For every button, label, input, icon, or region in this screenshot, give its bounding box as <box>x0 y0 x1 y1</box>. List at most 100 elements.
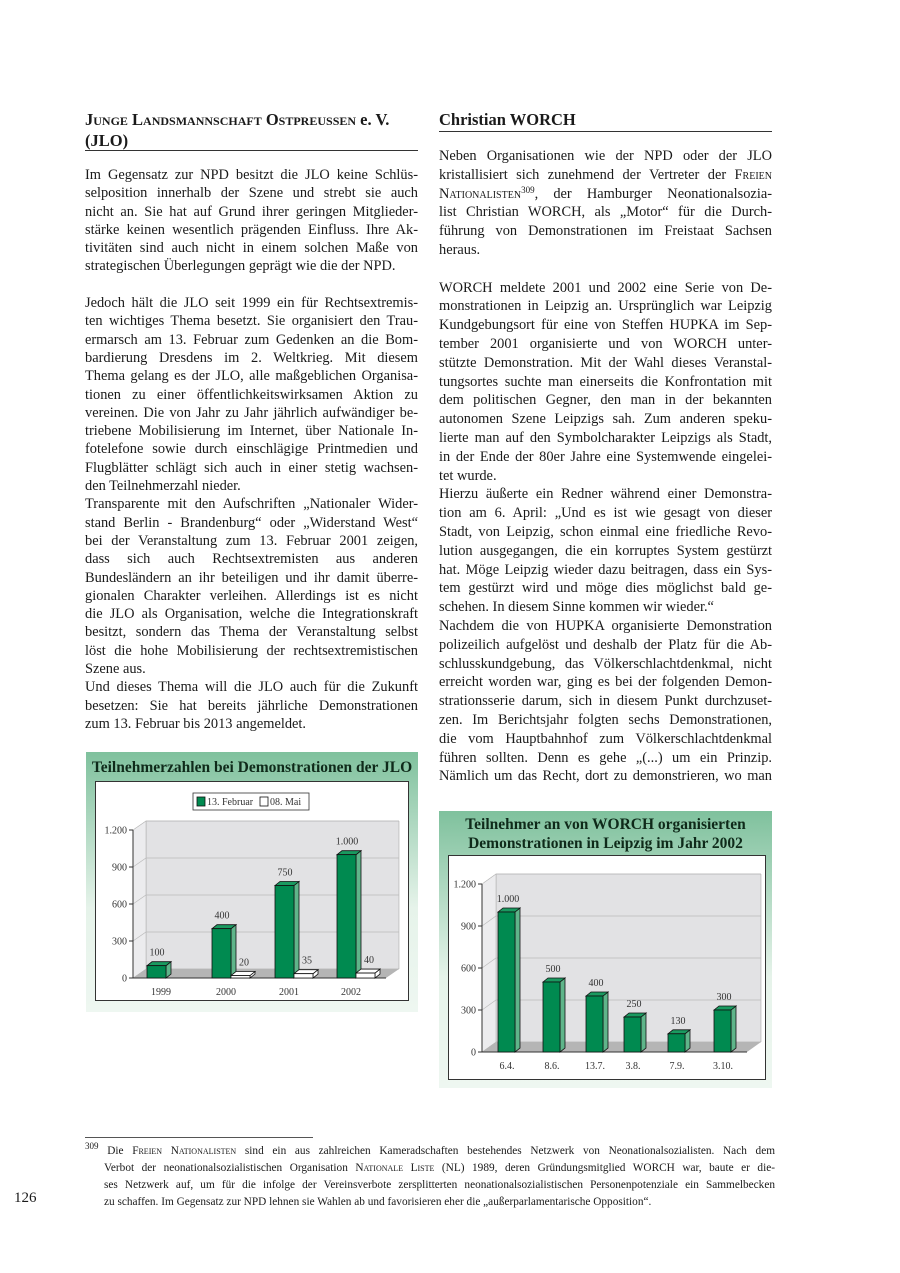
bar <box>497 911 516 1053</box>
chart-svg: 0 300 600 900 1.200 1.000 6.4. 500 8.6. 400 13.7. 2… <box>454 873 762 1072</box>
text-line: Thema gelang es der JLO, alle maßgeblich… <box>85 368 418 385</box>
text-line <box>85 276 418 294</box>
data-label: 20 <box>239 958 249 969</box>
text-line: zen. Im Berichtsjahr folgten sechs Demon… <box>439 711 772 728</box>
text-line: tem gestürzt wird und möge dies möglichs… <box>439 580 772 597</box>
left-column-text: Im Gegensatz zur NPD besitzt die JLO kei… <box>85 166 418 733</box>
y-tick-label: 0 <box>122 974 127 985</box>
text-line: list Christian WORCH, als „Motor“ für di… <box>439 204 772 221</box>
bar <box>230 975 251 979</box>
text-line: heraus. <box>439 241 481 258</box>
text-line: Stadt, von Leipzig, schon einmal eine fr… <box>439 523 772 540</box>
text-run: kristallisiert sich zunehmend der Vertre… <box>439 166 735 183</box>
legend-swatch <box>196 796 206 807</box>
gridline <box>132 857 399 868</box>
text-line: lierte man auf den Symbolcharakter Leipz… <box>439 429 772 446</box>
text-run: (NL) 1989, deren Gründungsmitglied WORCH… <box>434 1162 775 1174</box>
data-label: 250 <box>627 999 642 1010</box>
text-line: stützte Demonstration. Mit der Wahl dies… <box>439 354 772 371</box>
text-line: polizeilich aufgelöst und deshalb der Pl… <box>439 636 772 653</box>
text-line: tion am 6. April: „Und es ist wie gesagt… <box>439 505 772 522</box>
page-number: 126 <box>14 1190 37 1206</box>
text-line: ermarsch am 13. Februar zum Gedenken an … <box>85 331 418 348</box>
y-tick-label: 600 <box>112 900 127 911</box>
footnote-rule <box>85 1137 313 1138</box>
text-line: WORCH meldete 2001 und 2002 eine Serie v… <box>439 279 772 296</box>
text-run: Nationale Liste <box>355 1162 435 1174</box>
text-line: ten wichtiges Thema besetzt. Sie organis… <box>85 313 418 330</box>
text-line: strategischen Überlegungen geprägt wie d… <box>85 258 396 275</box>
text-line: Nachdem die von HUPKA organisierte Demon… <box>439 617 772 634</box>
text-line: kristallisiert sich zunehmend der Vertre… <box>439 166 772 185</box>
text-run: Die <box>98 1145 133 1157</box>
bar <box>585 995 604 1053</box>
text-line: die JLO als Organisation, welche die Int… <box>85 606 418 623</box>
text-line: tungsortes suchte man einerseits die Kon… <box>439 373 772 390</box>
bar-side <box>293 880 300 979</box>
bar-side <box>730 1005 737 1053</box>
text-run: Junge Landsmannschaft Ostpreußen <box>85 110 357 129</box>
text-line: nicht an. Sie hat auf Grund ihrer gering… <box>85 203 418 220</box>
text-line: tivitäten sind auch nicht in einem solch… <box>85 240 418 257</box>
footnote-ref[interactable]: 309 <box>85 1141 99 1151</box>
text-line: Neben Organisationen wie der NPD oder de… <box>439 148 772 164</box>
text-run: Christian WORCH <box>439 110 576 129</box>
legend <box>192 792 310 811</box>
text-line: strationsserie darum, sich in diesem Pun… <box>439 693 772 710</box>
bar-side <box>640 1012 647 1053</box>
text-line: gionalen Charakter verleihen. Allerdings… <box>85 587 418 604</box>
text-line: stärke keinen wesentlich prägenden Einfl… <box>85 221 418 238</box>
text-line: schlusskundgebung, das Völkerschlachtden… <box>439 655 772 672</box>
text-line: zu schaffen. Im Gegensatz zur NPD lehnen… <box>104 1196 652 1208</box>
text-line: ses Netzwerk auf, um für die infolge der… <box>104 1179 775 1191</box>
text-line: Kundgebungsort für eine von Steffen HUPK… <box>439 317 772 334</box>
data-label: 400 <box>215 911 230 922</box>
text-line: Bundesländern an ihr beteiligen und ihr … <box>85 569 418 586</box>
section-heading-jlo: Junge Landsmannschaft Ostpreußen e. V. (J… <box>85 109 418 151</box>
chart-jlo: Teilnehmerzahlen bei Demonstrationen der… <box>86 752 418 1012</box>
heading-rule <box>85 150 418 151</box>
bar <box>336 854 357 979</box>
text-line: Nämlich um das Recht, dort zu demonstrie… <box>439 768 772 785</box>
text-run: Freien Nationalisten <box>132 1145 237 1157</box>
text-line: selposition innerhalb der Szene und stre… <box>85 185 418 202</box>
text-line: autonomen Szene Leipzigs sah. Zum andere… <box>439 411 772 428</box>
y-tick-label: 900 <box>461 922 476 933</box>
chart-title: Teilnehmerzahlen bei Demonstrationen der… <box>91 759 413 776</box>
gridline <box>481 957 761 969</box>
text-run: Verbot der neonationalsozialistischen Or… <box>104 1162 356 1174</box>
text-line: Hierzu äußerte ein Redner während einer … <box>439 486 772 503</box>
data-label: 35 <box>302 956 312 967</box>
heading-line: Christian WORCH <box>439 109 772 130</box>
heading-line: (JLO) <box>85 130 418 151</box>
text-line: führung von Demonstrationen im Freistaat… <box>439 223 772 240</box>
text-line: Und dieses Thema will die JLO auch für d… <box>85 679 418 696</box>
chart-panel: 0 300 600 900 1.200 100 1999 400 20 2000 750 35 2001… <box>95 781 409 1001</box>
x-tick-label: 2002 <box>341 987 361 998</box>
bar-side <box>230 923 237 979</box>
bar <box>274 885 295 979</box>
x-tick-label: 7.9. <box>670 1061 685 1072</box>
x-tick-label: 2000 <box>216 987 236 998</box>
x-tick-label: 1999 <box>151 987 171 998</box>
text-line: tember 2001 organisierte und von WORCH u… <box>439 335 772 352</box>
text-line: Flugblätter schlägt sich auch in einer s… <box>85 459 418 476</box>
heading-rule <box>439 131 772 132</box>
text-line: 309 Die Freien Nationalisten sind ein au… <box>85 1141 775 1160</box>
text-line: fotelefone sowie durch einschlägige Prin… <box>85 441 418 458</box>
heading-line: Junge Landsmannschaft Ostpreußen e. V. <box>85 109 418 130</box>
text-run: , der Hamburger Neonationalsozia- <box>534 185 772 202</box>
text-line: besetzen: Sie hat bereits jährliche Demo… <box>85 697 418 714</box>
text-line: bei der Veranstaltung zum 13. Februar 20… <box>85 532 418 549</box>
footnote-ref[interactable]: 309 <box>521 184 535 195</box>
text-line: in der Ende der 80er Jahre eine Systemwe… <box>439 448 772 465</box>
bar <box>713 1009 732 1053</box>
x-tick-label: 8.6. <box>545 1061 560 1072</box>
text-line: triebene Mobilisierung im Internet, über… <box>85 423 418 440</box>
legend-label: 08. Mai <box>270 797 301 808</box>
x-tick-label: 2001 <box>279 987 299 998</box>
text-run: (JLO) <box>85 131 129 150</box>
text-line: Im Gegensatz zur NPD besitzt die JLO kei… <box>85 167 418 183</box>
x-tick-label: 13.7. <box>585 1061 605 1072</box>
text-run: Freien <box>734 166 772 183</box>
